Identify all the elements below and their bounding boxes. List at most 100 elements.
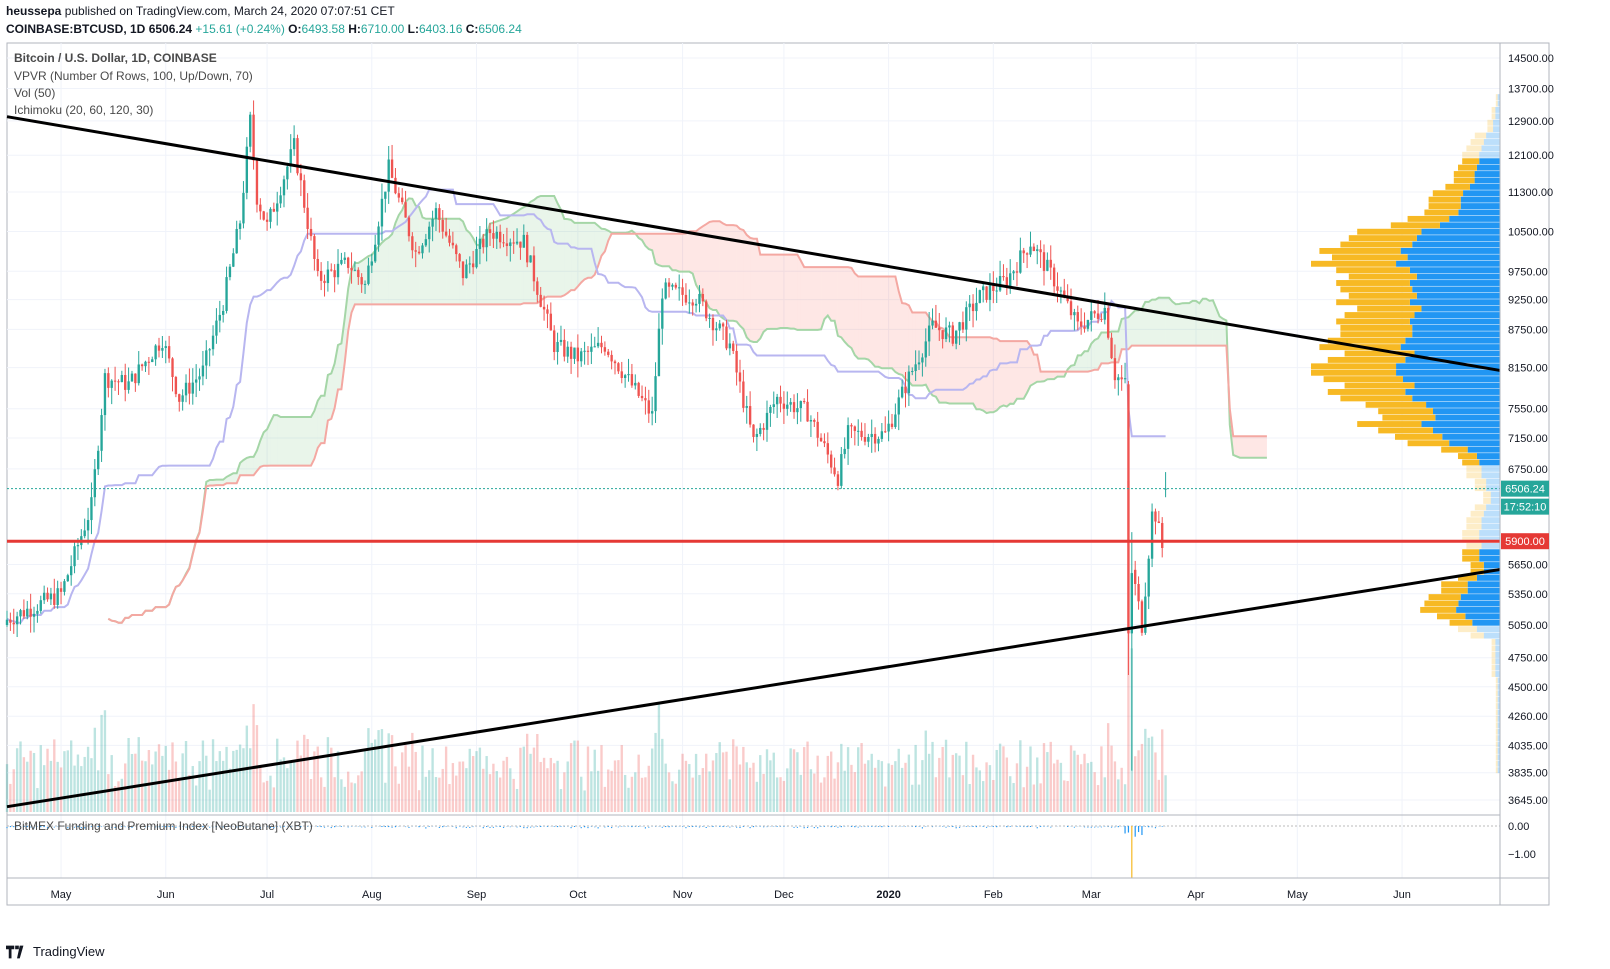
vpvr-up-bar (1469, 183, 1500, 190)
legend-vol[interactable]: Vol (50) (14, 86, 56, 100)
y-tick-label: 3645.00 (1508, 795, 1548, 807)
cloud-segment (993, 338, 997, 413)
candle-body (1019, 250, 1022, 273)
volume-bar (367, 728, 370, 812)
funding-bar (597, 827, 599, 829)
cloud-segment (1192, 300, 1196, 346)
candle-body (1157, 521, 1161, 524)
vpvr-down-bar (1453, 177, 1475, 184)
vpvr-up-bar (1460, 594, 1500, 601)
legend-vpvr[interactable]: VPVR (Number Of Rows, 100, Up/Down, 70) (14, 69, 253, 83)
candle-body (184, 382, 188, 396)
volume-bar (580, 776, 583, 812)
cloud-segment (952, 337, 957, 404)
cloud-segment (1260, 436, 1264, 458)
cloud-segment (652, 233, 656, 264)
candle-body (705, 301, 708, 319)
volume-bar (546, 768, 549, 812)
candle-body (1002, 276, 1005, 278)
author-name[interactable]: heussepa (6, 4, 62, 18)
x-tick-label: Jun (1393, 889, 1411, 901)
volume-bar (988, 765, 992, 812)
candle-body (390, 159, 394, 178)
candle-body (998, 276, 1002, 291)
candle-body (451, 242, 455, 246)
volume-bar (252, 704, 255, 812)
cloud-segment (824, 267, 828, 320)
funding-bar (823, 826, 826, 827)
funding-bar (1094, 826, 1096, 828)
vpvr-down-bar (1495, 754, 1498, 761)
vpvr-up-bar (1497, 696, 1500, 703)
candle-body (728, 343, 732, 349)
footer-brand[interactable]: TradingView (6, 944, 105, 959)
cloud-segment (858, 276, 862, 359)
x-tick-label: Dec (774, 889, 794, 901)
volume-bar (684, 760, 688, 812)
funding-bar (280, 826, 282, 828)
candle-body (661, 298, 664, 329)
legend-ichimoku[interactable]: Ichimoku (20, 60, 120, 30) (14, 103, 154, 117)
cloud-segment (294, 417, 298, 466)
vpvr-down-bar (1348, 235, 1417, 242)
vpvr-down-bar (1491, 651, 1496, 658)
volume-bar (218, 751, 221, 812)
cloud-segment (966, 337, 970, 404)
vpvr-down-bar (1495, 722, 1498, 729)
candle-body (367, 265, 370, 284)
candle-body (725, 326, 728, 349)
volume-bar (63, 751, 66, 812)
cloud-segment (442, 218, 447, 305)
cloud-segment (1162, 297, 1166, 346)
volume-bar (968, 784, 971, 812)
volume-bar (873, 767, 877, 812)
funding-bar (644, 827, 647, 829)
cloud-segment (1040, 371, 1044, 382)
cloud-segment (983, 337, 987, 414)
vpvr-up-bar (1400, 344, 1500, 351)
vpvr-up-bar (1497, 722, 1500, 729)
funding-bar (989, 826, 991, 828)
trendline-lower (6, 568, 1501, 809)
vpvr-up-bar (1467, 446, 1500, 453)
subpanel-title[interactable]: BitMEX Funding and Premium Index [NeoBut… (14, 819, 313, 833)
cloud-segment (490, 222, 494, 305)
candle-body (174, 377, 178, 395)
volume-bar (715, 753, 718, 812)
cloud-segment (270, 415, 274, 466)
funding-bar (1100, 826, 1103, 828)
vpvr-down-bar (1491, 645, 1496, 652)
volume-bar (208, 789, 211, 812)
funding-bar (171, 826, 174, 827)
candle-body (596, 342, 600, 347)
published-text: published on TradingView.com, March 24, … (64, 4, 395, 18)
volume-bar (1117, 779, 1120, 812)
candle-body (330, 269, 333, 271)
volume-bar (36, 788, 39, 812)
candle-body (360, 277, 363, 285)
cloud-segment (1179, 303, 1183, 346)
funding-bar (621, 826, 623, 827)
funding-bar (334, 826, 336, 828)
vpvr-down-bar (1340, 395, 1413, 402)
candle-body (221, 310, 225, 315)
candle-body (532, 255, 536, 282)
vpvr-down-bar (1495, 94, 1498, 101)
cloud-segment (273, 415, 278, 466)
funding-bar (361, 826, 363, 828)
vpvr-down-bar (1458, 574, 1477, 581)
candle-body (107, 373, 110, 388)
candle-body (59, 588, 63, 592)
funding-bar (300, 826, 302, 828)
cloud-segment (905, 303, 909, 382)
funding-bar (803, 827, 805, 829)
funding-bar (384, 826, 386, 828)
cloud-segment (908, 305, 913, 386)
funding-bar (40, 826, 42, 828)
vpvr-down-bar (1462, 549, 1480, 556)
vpvr-up-bar (1456, 606, 1500, 613)
funding-bar (587, 827, 589, 829)
volume-bar (640, 777, 644, 812)
candle-body (573, 347, 576, 359)
